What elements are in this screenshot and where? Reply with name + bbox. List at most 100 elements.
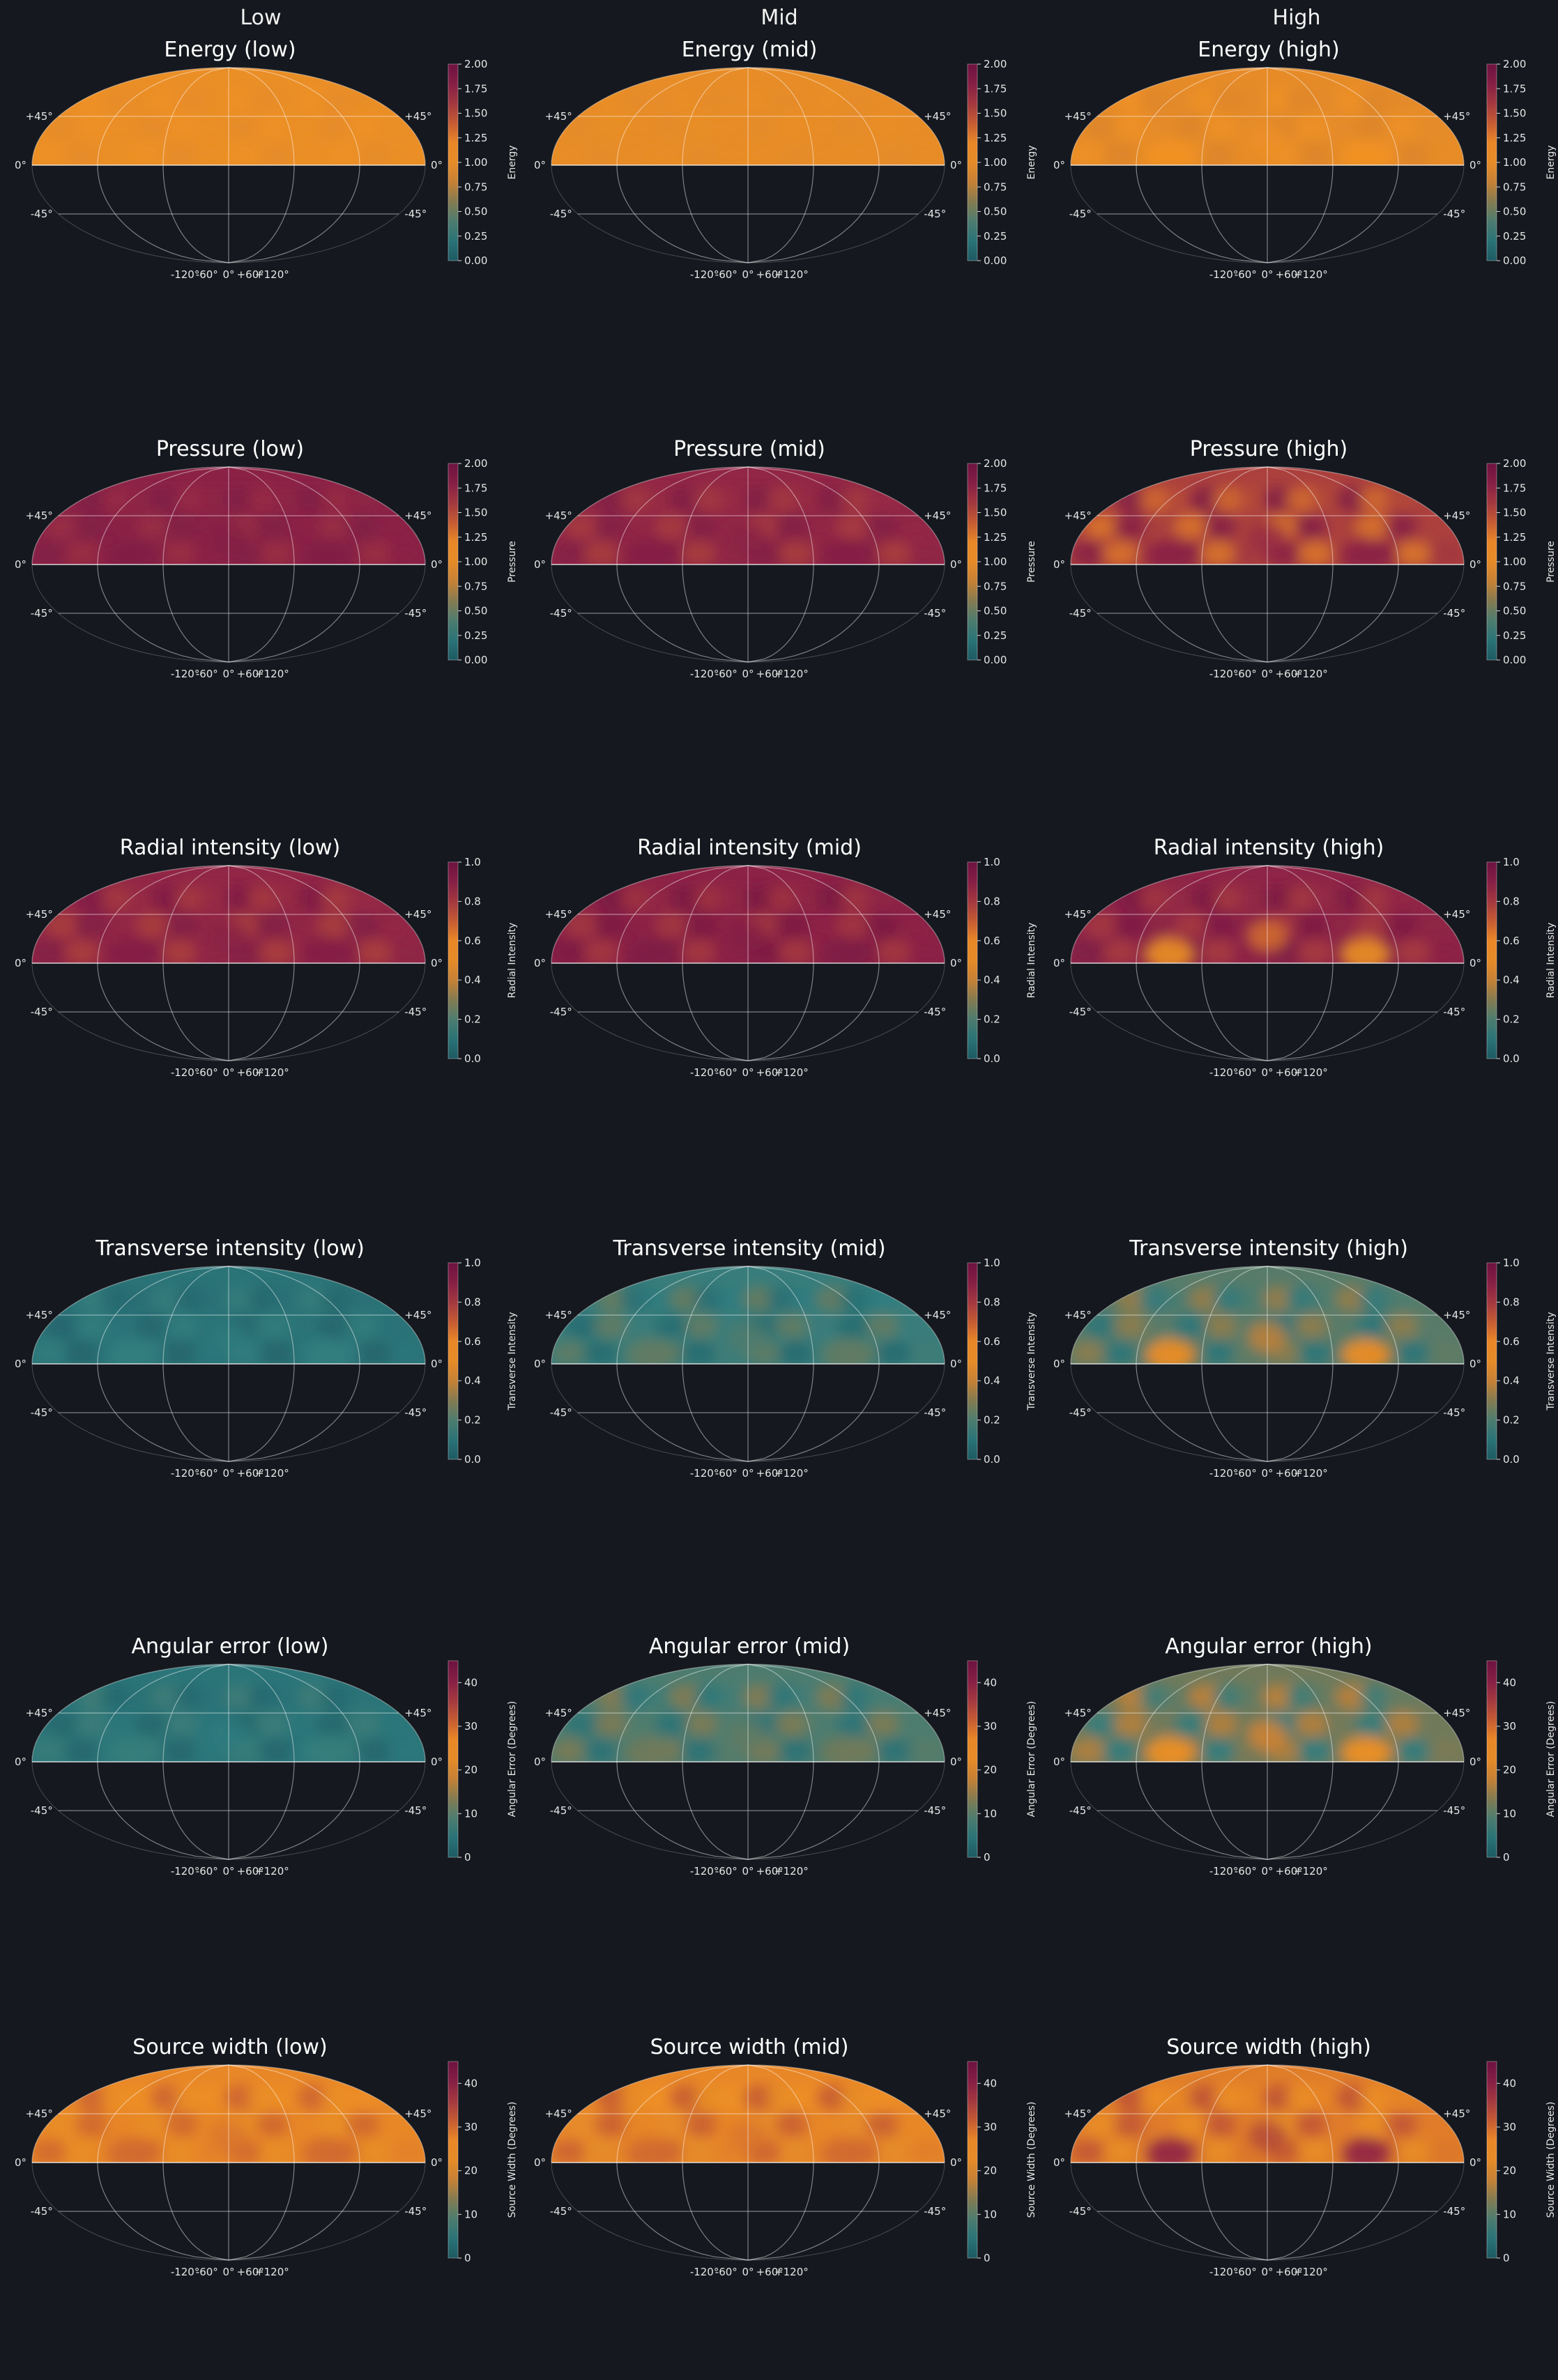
meridian-line	[747, 1266, 814, 1462]
heatmap-cell	[1200, 2139, 1237, 2163]
colorbar-tick-label: 0.8	[984, 895, 1000, 907]
heatmap-cell	[316, 114, 353, 140]
heatmap-cell	[624, 1711, 661, 1737]
heatmap-cell	[896, 2112, 933, 2137]
colorbar-tick-label: 0.75	[984, 181, 1007, 193]
heatmap-cell	[908, 2139, 945, 2163]
colorbar-tick-label: 1.00	[1503, 555, 1526, 568]
heatmap-cell	[227, 141, 264, 165]
lat-tick-label: 0°	[1469, 2156, 1481, 2169]
lat-tick-label: +45°	[545, 509, 572, 522]
heatmap-cell	[594, 912, 631, 938]
lat-tick-label: -45°	[1443, 1804, 1465, 1817]
lat-tick-label: +45°	[404, 509, 431, 522]
lon-tick-label: +60°	[1276, 1467, 1303, 1480]
panel-title: Angular error (low)	[131, 1634, 329, 1659]
heatmap-cell	[165, 912, 202, 938]
lat-tick-label: +45°	[26, 509, 53, 522]
colorbar-tick-label: 0.6	[984, 1335, 1000, 1348]
heatmap-cell	[1143, 912, 1180, 938]
colorbar-tick-label: 0.0	[1503, 1052, 1520, 1065]
panel-title: Energy (low)	[164, 38, 296, 62]
colorbar-tick-label: 0.25	[984, 230, 1007, 243]
colorbar	[448, 1262, 459, 1460]
colorbar-tick-label: 0.50	[1503, 206, 1526, 218]
colorbar-tick-label: 10	[984, 2208, 997, 2220]
heatmap-cell	[551, 141, 588, 165]
panel-title: Energy (high)	[1198, 38, 1340, 62]
map-svg: +45° +45°0° 0°-45° -45°-120°-60° 0° +60°+120°…	[15, 58, 518, 281]
lon-tick-label: -120°	[1209, 1467, 1239, 1480]
lon-tick-label: -120°	[171, 1467, 200, 1480]
colorbar-tick-label: 1.50	[1503, 107, 1526, 120]
colorbar-tick-label: 0	[464, 1851, 471, 1864]
heatmap-area	[32, 68, 425, 165]
heatmap-hotspot	[1341, 937, 1389, 963]
heatmap-cell	[44, 1313, 81, 1339]
heatmap-hotspot	[822, 539, 870, 565]
heatmap-cell	[1324, 114, 1361, 140]
heatmap-cell	[908, 541, 945, 565]
lon-tick-label: -60°	[1235, 1865, 1257, 1878]
colorbar-tick-label: 1.75	[1503, 82, 1526, 95]
heatmap-cell	[1200, 939, 1237, 963]
heatmap-cell	[1071, 1738, 1107, 1762]
colorbar-label: Energy	[507, 145, 518, 179]
meridian-line	[162, 1266, 229, 1462]
meridian-line	[1267, 2064, 1334, 2261]
colorbar	[967, 861, 978, 1059]
heatmap-cell	[1204, 1711, 1241, 1737]
lat-tick-label: -45°	[31, 208, 53, 220]
colorbar-label: Angular Error (Degrees)	[1026, 1701, 1037, 1818]
heatmap-cell	[594, 114, 631, 140]
heatmap-cell	[286, 1313, 323, 1339]
heatmap-cell	[1428, 1340, 1464, 1364]
lat-tick-label: -45°	[1443, 607, 1465, 620]
heatmap-cell	[1083, 2112, 1120, 2137]
lon-tick-label: 0°	[1261, 1066, 1273, 1079]
colorbar-tick-label: 1.75	[984, 82, 1007, 95]
heatmap-cell	[376, 2112, 413, 2137]
heatmap-cell	[1396, 141, 1433, 165]
lat-tick-label: +45°	[1064, 509, 1092, 522]
heatmap-cell	[376, 1711, 413, 1737]
heatmap-panel: Source width (low) +45° +45° 0° 0° -45° -45° -1…	[0, 1997, 519, 2380]
heatmap-cell	[583, 939, 620, 963]
lon-tick-label: -120°	[690, 1865, 719, 1878]
colorbar-tick-label: 0.8	[464, 1296, 481, 1308]
colorbar	[967, 63, 978, 261]
meridian-line	[1267, 865, 1399, 1061]
colorbar-tick-label: 1.75	[464, 482, 487, 494]
heatmap-hotspot	[107, 2137, 155, 2163]
heatmap-cell	[357, 1738, 394, 1762]
heatmap-cell	[1415, 1313, 1452, 1339]
heatmap-cell	[1204, 912, 1241, 938]
heatmap-cell	[32, 141, 68, 165]
colorbar-label: Source Width (Degrees)	[1545, 2102, 1557, 2218]
column-title-mid: Mid	[761, 6, 798, 30]
heatmap-cell	[1384, 114, 1421, 140]
heatmap-cell	[44, 114, 81, 140]
heatmap-cell	[346, 912, 383, 938]
colorbar-tick-label: 0.00	[464, 254, 487, 267]
panel-title: Angular error (high)	[1165, 1634, 1373, 1659]
meridian-line	[747, 1266, 880, 1462]
heatmap-cell	[75, 1711, 112, 1737]
heatmap-cell	[1428, 1738, 1464, 1762]
meridian-line	[228, 466, 360, 663]
heatmap-hotspot	[822, 2137, 870, 2163]
meridian-line	[1267, 1266, 1399, 1462]
meridian-line	[682, 67, 749, 263]
heatmap-cell	[835, 2112, 872, 2137]
heatmap-cell	[1113, 1313, 1150, 1339]
lat-tick-label: -45°	[924, 2205, 946, 2218]
colorbar-label: Pressure	[1026, 541, 1037, 583]
heatmap-cell	[865, 912, 902, 938]
colorbar-tick-label: 1.25	[464, 132, 487, 144]
lon-tick-label: 0°	[222, 1066, 234, 1079]
heatmap-hotspot	[1248, 522, 1287, 553]
heatmap-cell	[1113, 514, 1150, 539]
colorbar-tick-label: 1.75	[984, 482, 1007, 494]
panel-title: Pressure (high)	[1189, 437, 1348, 461]
lat-tick-label: 0°	[950, 159, 962, 171]
